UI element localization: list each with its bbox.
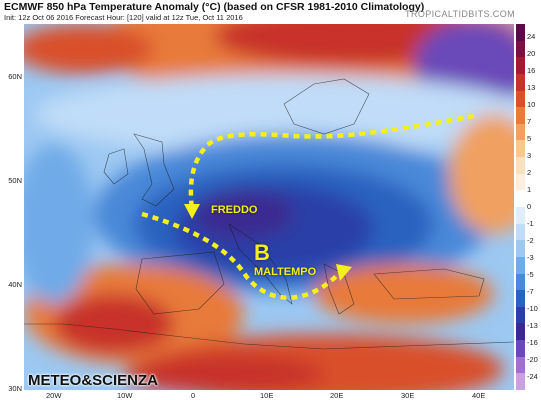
legend-label: 0 <box>527 202 532 212</box>
legend-swatch <box>516 107 525 125</box>
lon-label-0: 0 <box>191 391 196 400</box>
legend-label: -7 <box>527 287 534 297</box>
legend-swatch <box>516 190 525 208</box>
legend-label: -10 <box>527 304 538 314</box>
legend-label: 5 <box>527 134 532 144</box>
legend-label: -1 <box>527 219 534 229</box>
legend-swatch <box>516 157 525 175</box>
legend-label: -2 <box>527 236 534 246</box>
lon-label-20w: 20W <box>46 391 62 400</box>
map-header: ECMWF 850 hPa Temperature Anomaly (°C) (… <box>0 0 541 24</box>
legend-swatch <box>516 223 525 241</box>
lon-label-10e: 10E <box>260 391 274 400</box>
legend-label: 10 <box>527 100 536 110</box>
legend-label: 7 <box>527 117 532 127</box>
legend-label: 24 <box>527 32 536 41</box>
legend-swatch <box>516 207 525 225</box>
legend-swatch <box>516 140 525 158</box>
legend-swatch <box>516 256 525 275</box>
lon-label-30e: 30E <box>401 391 415 400</box>
arrow-north-head <box>184 204 200 219</box>
legend-swatch <box>516 240 525 258</box>
arrow-south-path <box>141 211 344 300</box>
coastlines <box>24 78 514 350</box>
legend-swatch <box>516 290 525 308</box>
arrow-north-path <box>188 113 475 210</box>
legend-label: 3 <box>527 151 532 161</box>
lat-label-40n: 40N <box>8 280 22 289</box>
legend-label: 20 <box>527 49 536 59</box>
legend-label: -13 <box>527 321 538 331</box>
lat-label-60n: 60N <box>8 72 22 81</box>
lat-label-50n: 50N <box>8 176 22 185</box>
anomaly-field <box>24 24 514 390</box>
legend-label: -20 <box>527 355 538 365</box>
legend-label: 13 <box>527 83 536 93</box>
legend-label: -5 <box>527 270 534 280</box>
map-title: ECMWF 850 hPa Temperature Anomaly (°C) (… <box>4 1 425 13</box>
source-watermark: TROPICALTIDBITS.COM <box>405 9 515 19</box>
cold-label: FREDDO <box>211 204 258 216</box>
legend-swatch <box>516 57 525 75</box>
bad-weather-label: MALTEMPO <box>254 266 317 278</box>
lat-label-30n: 30N <box>8 384 22 393</box>
lon-label-20e: 20E <box>330 391 344 400</box>
legend-label: 16 <box>527 66 536 76</box>
legend-swatch <box>516 90 525 108</box>
legend-swatch <box>516 73 525 92</box>
legend-label: -24 <box>527 372 538 382</box>
annotation-arrows <box>141 113 475 300</box>
legend-swatch <box>516 356 525 374</box>
legend-swatch <box>516 273 525 291</box>
legend-label: 1 <box>527 185 532 195</box>
lon-label-10w: 10W <box>117 391 133 400</box>
color-scale-legend: 24 20 16 13 10 7 5 3 2 1 0 -1 -2 -3 -5 -7 -10 -13 -16 -20 -2… <box>516 24 541 391</box>
legend-swatch <box>516 24 525 42</box>
legend-swatch <box>516 123 525 141</box>
arrow-south-head <box>336 264 352 281</box>
brand-label: METEO&SCIENZA <box>28 372 159 389</box>
low-pressure-symbol: B <box>254 240 270 265</box>
map-subtitle: Init: 12z Oct 06 2016 Forecast Hour: [12… <box>4 13 243 22</box>
legend-swatch <box>516 40 525 58</box>
legend-swatch <box>516 373 525 391</box>
legend-swatch <box>516 323 525 341</box>
legend-label: -3 <box>527 253 534 263</box>
anomaly-map: FREDDO B MALTEMPO <box>24 24 514 390</box>
legend-swatch <box>516 340 525 358</box>
legend-label: -16 <box>527 338 538 348</box>
legend-swatch <box>516 306 525 324</box>
legend-swatch <box>516 173 525 191</box>
legend-label: 2 <box>527 168 532 178</box>
lon-label-40e: 40E <box>472 391 486 400</box>
